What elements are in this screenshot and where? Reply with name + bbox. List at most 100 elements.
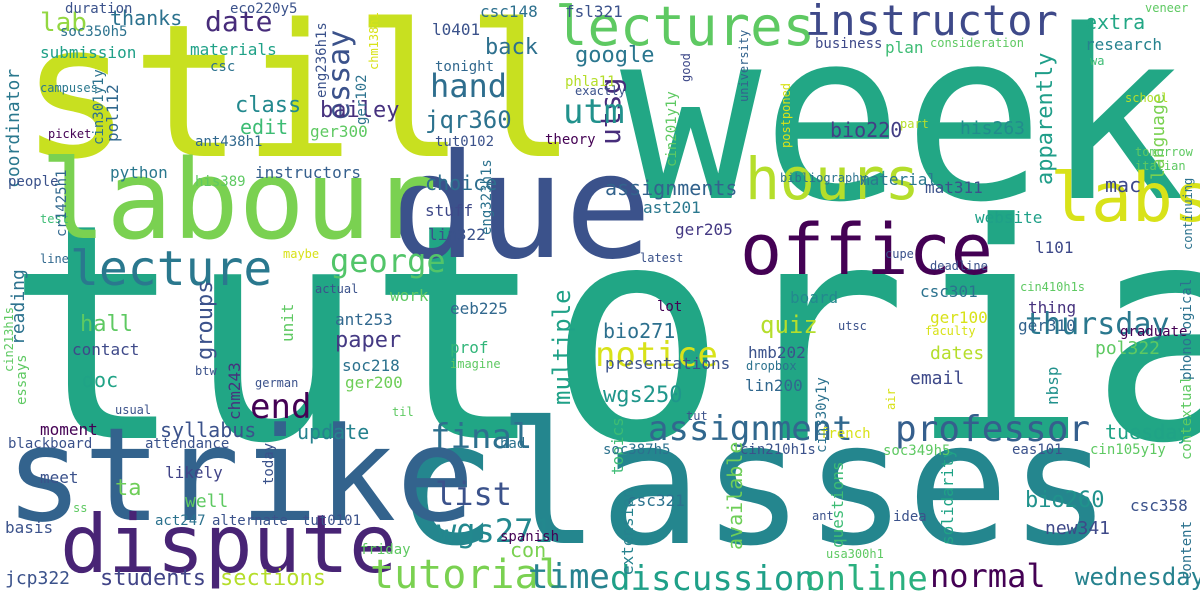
word-submission: submission (40, 43, 137, 62)
word-good: good (679, 53, 693, 82)
word-alternate: alternate (212, 513, 288, 529)
word-ant253: ant253 (335, 310, 393, 329)
word-con: con (510, 538, 547, 562)
word-usa300h1: usa300h1 (826, 547, 884, 561)
word-stuff: stuff (425, 201, 474, 220)
word-eng236h1s: eng236h1s (314, 22, 330, 98)
word-website: website (975, 208, 1043, 227)
word-normal: normal (930, 557, 1046, 595)
word-unit: unit (278, 303, 297, 342)
word-chm243: chm243 (225, 362, 244, 420)
word-tonight: tonight (435, 59, 495, 75)
word-utsc: utsc (838, 319, 867, 333)
word-hours: hours (745, 145, 920, 213)
word-csc: csc (210, 59, 236, 75)
word-phonological: phonological (1179, 278, 1195, 380)
word-ant: ant (812, 509, 834, 523)
word-actual: actual (315, 282, 359, 296)
word-german: german (255, 376, 299, 390)
word-soc349h5: soc349h5 (883, 443, 951, 459)
word-school: school (1125, 91, 1169, 105)
word-ger102: ger102 (354, 74, 370, 125)
word-l0401: l0401 (432, 20, 481, 39)
word-cin210h1s: cin210h1s (740, 442, 816, 458)
word-ger310: ger310 (1018, 316, 1076, 335)
word-wednesday: wednesday (1075, 563, 1200, 591)
word-l101: l101 (1035, 238, 1074, 257)
word-bailey: bailey (320, 98, 400, 123)
word-contact: contact (72, 340, 140, 359)
word-extension: extension (618, 488, 637, 575)
word-assignment: assignment (648, 409, 853, 449)
word-idea: idea (893, 509, 927, 525)
word-questions: questions (828, 461, 847, 548)
word-latest: latest (640, 251, 684, 265)
word-duration: duration (65, 1, 133, 17)
word-ast201: ast201 (643, 198, 701, 217)
word-picket: picket (48, 127, 92, 141)
word-content: content (1179, 520, 1195, 580)
word-george: george (330, 242, 446, 280)
word-research: research (1085, 35, 1163, 54)
word-mat311: mat311 (925, 178, 983, 197)
word-edit: edit (240, 115, 289, 139)
word-line: line (40, 252, 69, 266)
word-work: work (390, 286, 429, 305)
word-week: week (620, 0, 1186, 254)
word-moment: moment (40, 420, 98, 439)
word-meet: meet (40, 468, 79, 487)
word-theory: theory (545, 132, 596, 148)
word-essays: essays (14, 354, 30, 405)
word-utm: utm (563, 92, 625, 132)
word-fsl321: fsl321 (565, 2, 623, 21)
word-thursday: thursday (1025, 307, 1170, 342)
word-til: til (392, 405, 414, 419)
word-spanish: spanish (500, 529, 560, 545)
word-maybe: maybe (283, 247, 320, 261)
word-labs: labs (1050, 159, 1200, 238)
word-class: class (235, 93, 302, 118)
word-final: final (430, 417, 533, 457)
word-cupe: cupe (885, 247, 914, 261)
word-french: french (820, 426, 871, 442)
word-jqr360: jqr360 (425, 106, 512, 134)
word-soc387h5: soc387h5 (603, 442, 671, 458)
word-pol322: pol322 (1095, 338, 1161, 359)
word-sections: sections (220, 566, 326, 591)
word-basis: basis (5, 518, 54, 537)
word-likely: likely (165, 463, 223, 482)
word-csc148: csc148 (480, 2, 538, 21)
word-google: google (575, 43, 655, 68)
word-update: update (297, 420, 370, 444)
word-campuses: campuses (40, 81, 98, 95)
word-assignments: assignments (605, 176, 738, 200)
word-continuing: continuing (1181, 177, 1195, 250)
word-lin200: lin200 (745, 376, 803, 395)
word-time: time (528, 557, 610, 597)
word-ger300: ger300 (310, 122, 368, 141)
word-syllabus: syllabus (160, 418, 257, 442)
word-university: university (737, 29, 751, 102)
word-end: end (250, 387, 312, 427)
word-tut0101: tut0101 (302, 513, 362, 529)
word-lecture: lecture (70, 241, 273, 297)
word-multiple: multiple (548, 289, 576, 405)
word-test: test (40, 212, 69, 226)
word-ant438h1: ant438h1 (195, 134, 263, 150)
word-tuesday: tuesday (1105, 420, 1190, 444)
word-act247: act247 (155, 513, 206, 529)
word-today: today (261, 442, 277, 485)
word-soc218: soc218 (342, 356, 400, 375)
word-office: office (740, 209, 993, 291)
word-extra: extra (1085, 10, 1146, 34)
word-csc301: csc301 (920, 282, 978, 301)
word-eas101: eas101 (1012, 442, 1063, 458)
word-hall: hall (80, 312, 133, 337)
word-plan: plan (885, 38, 924, 57)
word-thanks: thanks (110, 6, 183, 30)
word-list: list (435, 475, 513, 513)
word-exactly: exactly (575, 84, 626, 98)
word-usual: usual (115, 403, 152, 417)
word-bio271: bio271 (603, 319, 676, 343)
